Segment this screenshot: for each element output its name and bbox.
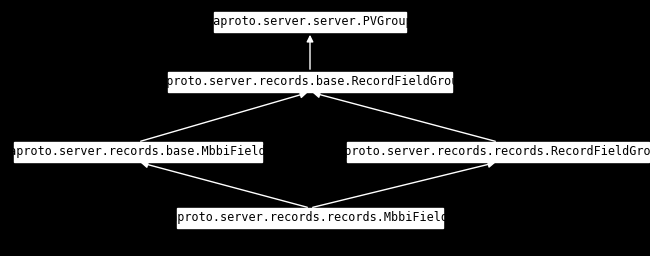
Text: caproto.server.records.base.MbbiFields: caproto.server.records.base.MbbiFields (3, 145, 274, 158)
Text: caproto.server.records.records.MbbiFields: caproto.server.records.records.MbbiField… (164, 211, 456, 225)
FancyBboxPatch shape (168, 72, 452, 92)
FancyBboxPatch shape (214, 12, 406, 32)
Text: caproto.server.records.records.RecordFieldGroup: caproto.server.records.records.RecordFie… (331, 145, 650, 158)
FancyBboxPatch shape (177, 208, 443, 228)
FancyBboxPatch shape (14, 142, 262, 162)
Text: caproto.server.records.base.RecordFieldGroup: caproto.server.records.base.RecordFieldG… (153, 76, 467, 89)
Text: caproto.server.server.PVGroup: caproto.server.server.PVGroup (207, 16, 413, 28)
FancyBboxPatch shape (346, 142, 649, 162)
